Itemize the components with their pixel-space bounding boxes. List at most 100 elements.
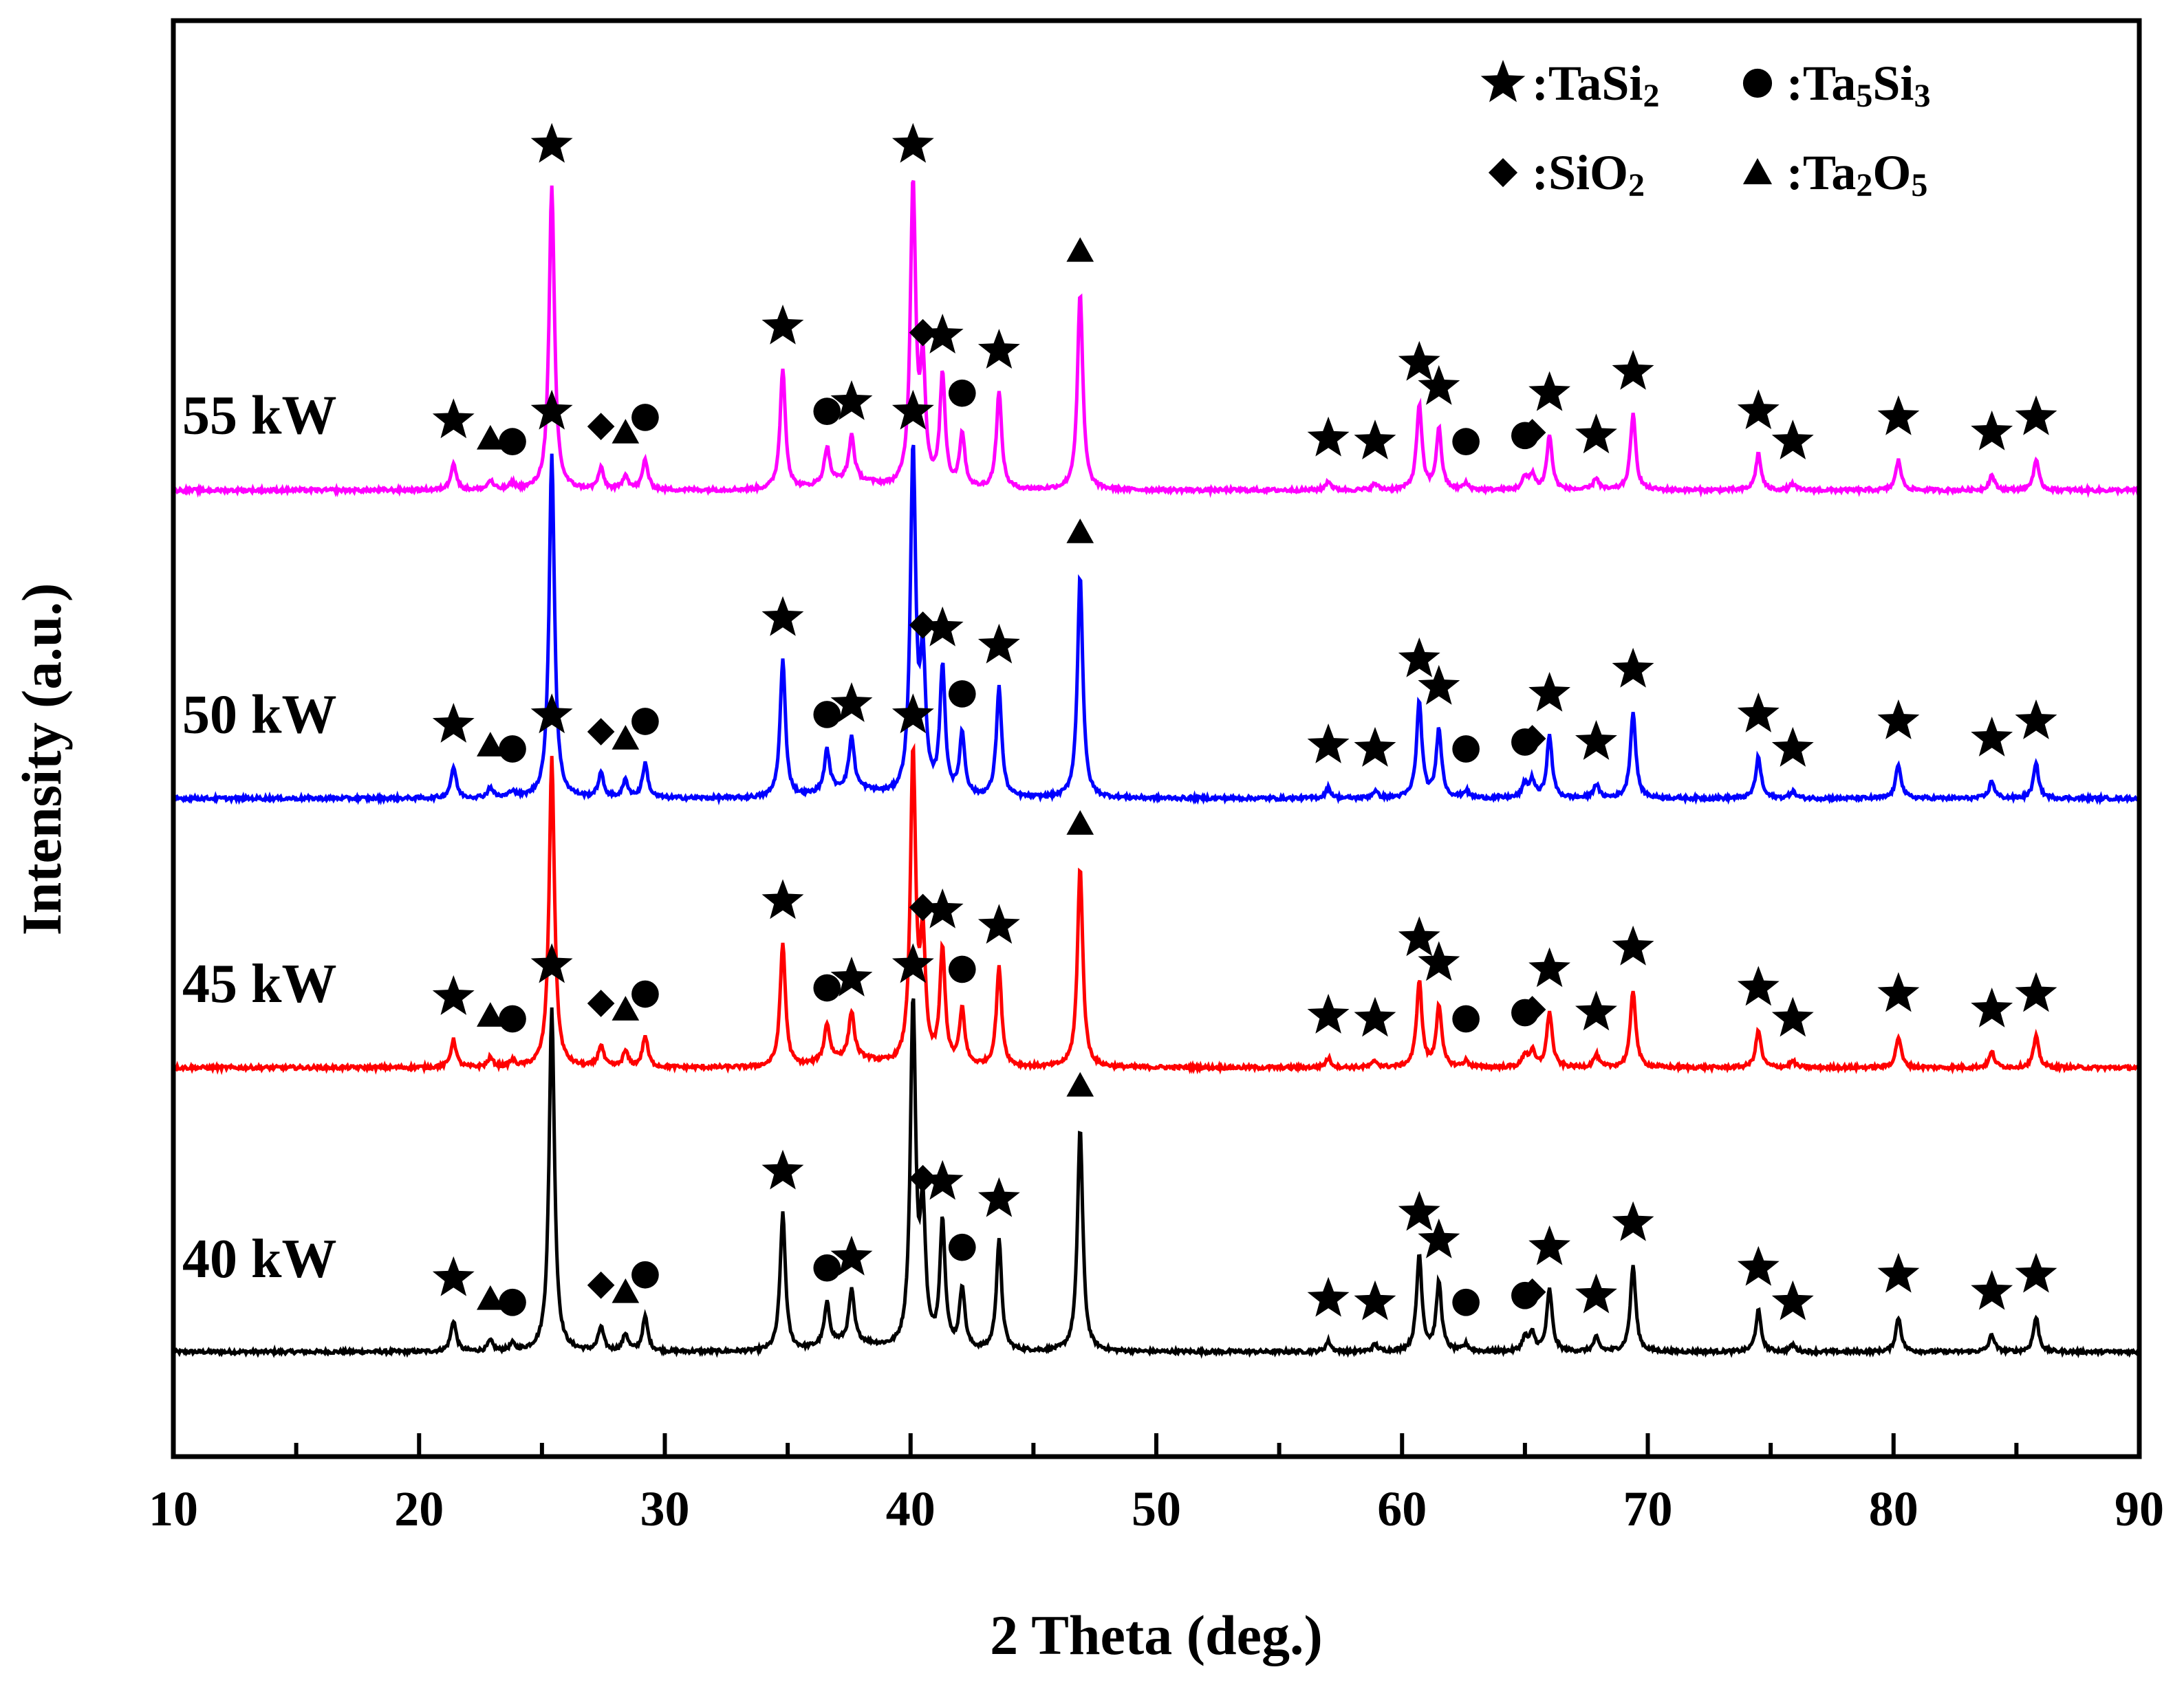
phase-marker-tasi2 [1398, 1190, 1440, 1231]
phase-marker-ta2o5 [1066, 810, 1094, 835]
phase-marker-ta5si3 [499, 1288, 526, 1316]
x-tick-label: 40 [886, 1481, 936, 1536]
phase-marker-ta5si3 [948, 955, 976, 983]
phase-marker-tasi2 [530, 122, 573, 163]
phase-marker-tasi2 [1877, 699, 1920, 739]
phase-marker-sio2 [1518, 419, 1546, 446]
phase-marker-tasi2 [830, 957, 873, 997]
phase-marker-tasi2 [1398, 916, 1440, 957]
phase-marker-tasi2 [1877, 395, 1920, 435]
phase-marker-sio2 [909, 611, 937, 639]
x-tick-label: 30 [640, 1481, 690, 1536]
legend-diamond-marker [1488, 157, 1518, 188]
phase-marker-ta5si3 [948, 379, 976, 407]
phase-marker-tasi2 [1971, 717, 2013, 757]
phase-marker-sio2 [1518, 996, 1546, 1023]
series-labels: 40 kW 45 kW 50 kW 55 kW [182, 385, 337, 1289]
phase-marker-tasi2 [921, 314, 964, 353]
legend-circle-marker [1742, 68, 1773, 98]
phase-marker-tasi2 [1575, 1273, 1617, 1314]
phase-marker-ta5si3 [948, 680, 976, 708]
phase-marker-tasi2 [1418, 364, 1460, 405]
phase-marker-tasi2 [761, 1149, 804, 1190]
series-line-50-kw [172, 444, 2140, 806]
phase-marker-tasi2 [432, 398, 475, 439]
phase-marker-tasi2 [1575, 413, 1617, 454]
phase-marker-ta2o5 [477, 424, 504, 450]
phase-marker-tasi2 [1971, 988, 2013, 1027]
phase-marker-sio2 [587, 990, 615, 1017]
phase-marker-ta5si3 [631, 404, 659, 431]
phase-marker-tasi2 [530, 693, 573, 734]
phase-marker-ta5si3 [813, 974, 841, 1002]
phase-marker-tasi2 [1307, 723, 1350, 763]
phase-marker-tasi2 [761, 304, 804, 345]
phase-marker-tasi2 [761, 596, 804, 636]
phase-marker-tasi2 [1418, 941, 1460, 981]
phase-marker-tasi2 [977, 329, 1020, 369]
phase-marker-tasi2 [921, 606, 964, 646]
phase-marker-tasi2 [1612, 925, 1654, 966]
phase-marker-ta5si3 [1452, 1288, 1480, 1316]
phase-marker-tasi2 [1737, 966, 1780, 1006]
phase-marker-ta2o5 [612, 725, 640, 750]
x-tick-label: 90 [2115, 1481, 2164, 1536]
phase-marker-tasi2 [977, 904, 1020, 944]
phase-marker-sio2 [909, 318, 937, 347]
phase-marker-tasi2 [1575, 720, 1617, 760]
x-tick-label: 20 [394, 1481, 444, 1536]
phase-marker-tasi2 [1354, 420, 1396, 459]
phase-marker-tasi2 [530, 943, 573, 983]
phase-marker-tasi2 [1418, 1218, 1460, 1259]
series-layer [171, 179, 2140, 1359]
phase-marker-layer [432, 122, 2057, 1320]
legend-label-2: :SiO2 [1532, 145, 1645, 204]
phase-marker-tasi2 [1528, 371, 1570, 411]
y-axis-title: Intensity (a.u.) [10, 583, 73, 936]
phase-marker-tasi2 [1398, 340, 1440, 381]
phase-marker-ta5si3 [631, 708, 659, 735]
phase-marker-tasi2 [977, 623, 1020, 664]
phase-marker-ta5si3 [631, 1261, 659, 1289]
phase-marker-tasi2 [432, 975, 475, 1015]
legend-label-0: :TaSi2 [1532, 56, 1659, 114]
phase-marker-tasi2 [1612, 349, 1654, 390]
x-tick-label: 50 [1132, 1481, 1181, 1536]
phase-marker-ta5si3 [1452, 735, 1480, 763]
phase-marker-tasi2 [1354, 727, 1396, 767]
phase-marker-ta5si3 [813, 398, 841, 425]
phase-marker-tasi2 [1737, 389, 1780, 429]
phase-marker-ta2o5 [1066, 518, 1094, 543]
phase-marker-tasi2 [891, 389, 934, 430]
plot-frame [171, 18, 2142, 1459]
phase-marker-tasi2 [1971, 410, 2013, 450]
phase-marker-tasi2 [1877, 972, 1920, 1012]
phase-marker-sio2 [587, 413, 615, 440]
legend-label-3: :Ta2O5 [1786, 145, 1927, 204]
phase-marker-tasi2 [830, 380, 873, 420]
phase-marker-tasi2 [1307, 416, 1350, 457]
phase-marker-sio2 [1518, 725, 1546, 752]
series-label-50-kw: 50 kW [182, 684, 337, 745]
phase-marker-ta5si3 [631, 980, 659, 1008]
phase-marker-tasi2 [2015, 699, 2057, 739]
phase-marker-ta2o5 [612, 1278, 640, 1303]
phase-marker-tasi2 [1771, 997, 1814, 1037]
series-line-55-kw [171, 179, 2140, 499]
phase-marker-tasi2 [891, 693, 934, 734]
phase-marker-sio2 [587, 1271, 615, 1299]
phase-marker-tasi2 [1877, 1252, 1920, 1293]
phase-marker-tasi2 [1398, 637, 1440, 677]
x-tick-label: 80 [1869, 1481, 1918, 1536]
phase-marker-tasi2 [1307, 1276, 1350, 1317]
legend-triangle-marker [1742, 157, 1773, 184]
phase-marker-ta2o5 [1066, 237, 1094, 262]
x-axis-title: 2 Theta (deg.) [990, 1604, 1323, 1666]
phase-marker-ta2o5 [477, 1002, 504, 1027]
phase-marker-tasi2 [977, 1177, 1020, 1217]
phase-marker-tasi2 [2015, 395, 2057, 435]
phase-marker-tasi2 [1771, 1280, 1814, 1320]
phase-marker-tasi2 [2015, 972, 2057, 1012]
phase-marker-tasi2 [2015, 1252, 2057, 1293]
